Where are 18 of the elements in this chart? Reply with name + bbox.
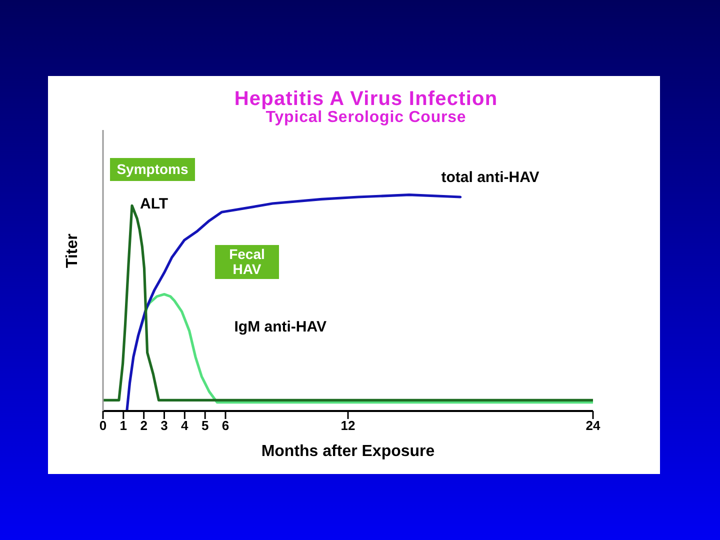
x-tick-label: 3 (160, 418, 168, 434)
x-tick-label: 2 (140, 418, 148, 434)
x-tick-label: 24 (586, 418, 601, 434)
x-tick-label: 5 (201, 418, 209, 434)
x-tick-label: 6 (222, 418, 230, 434)
x-tick-label: 1 (120, 418, 128, 434)
x-tick-label: 4 (181, 418, 190, 434)
x-axis-title: Months after Exposure (261, 442, 435, 460)
series-label: total anti-HAV (441, 168, 540, 186)
text: Symptoms (116, 161, 190, 177)
x-tick-label: 12 (340, 418, 356, 434)
annotation: Fecal HAV (215, 246, 279, 277)
chart-title: Hepatitis A Virus Infection (233, 88, 499, 110)
series-label: ALT (140, 195, 168, 212)
text: IgM anti-HAV (234, 318, 326, 335)
x-tick-label: 0 (99, 418, 107, 434)
y-axis-title: Titer (64, 234, 80, 268)
chart-subtitle: Typical Serologic Course (266, 109, 468, 127)
